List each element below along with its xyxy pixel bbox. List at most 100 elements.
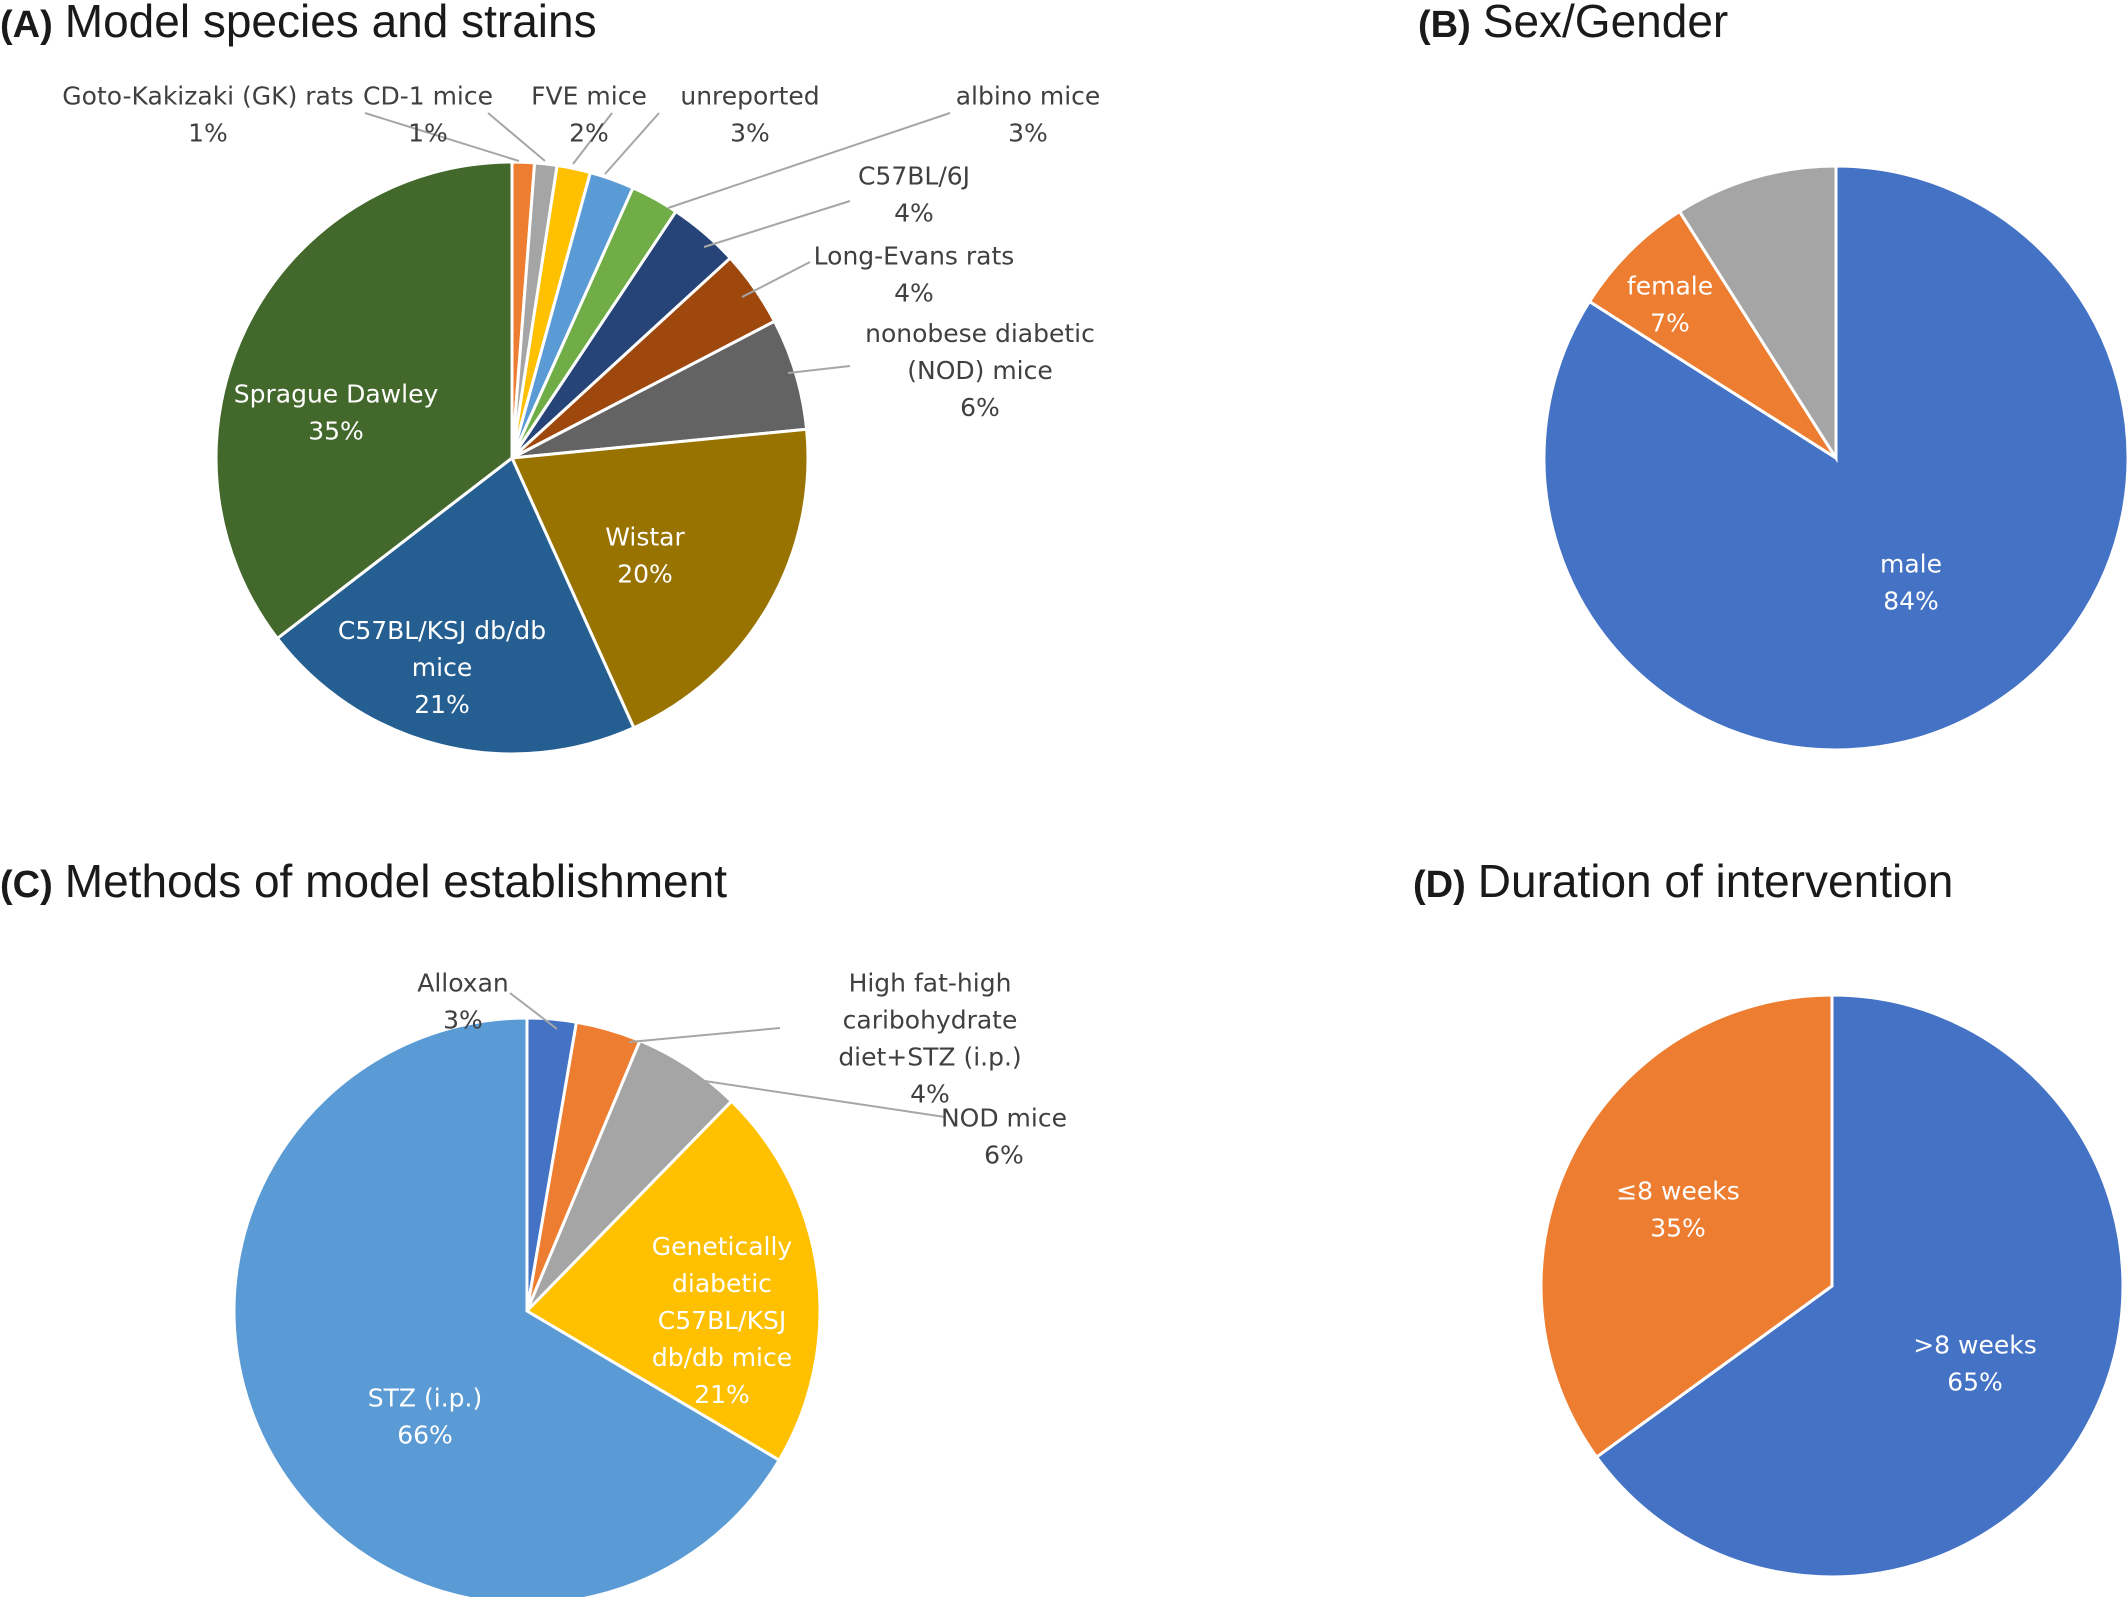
pie-slice-stz-i-p xyxy=(232,1016,782,1597)
panel-b-title-text: Sex/Gender xyxy=(1483,0,1728,47)
slice-label-line: CD-1 mice xyxy=(363,82,493,111)
slice-label-line: 20% xyxy=(617,560,673,589)
slice-label-line: caribohydrate xyxy=(843,1006,1018,1035)
pie-slice-sprague-dawley xyxy=(214,160,514,641)
slice-label-line: Genetically xyxy=(652,1232,793,1261)
slice-label-line: mice xyxy=(412,653,472,682)
panel-c-title-text: Methods of model establishment xyxy=(65,855,727,907)
slice-label-line: 2% xyxy=(569,119,609,148)
slice-label-line: albino mice xyxy=(956,82,1101,111)
slice-label-line: 7% xyxy=(1650,309,1690,338)
slice-label-fve-mice: FVE mice 2% xyxy=(531,82,647,148)
slice-label-line: db/db mice xyxy=(652,1343,792,1372)
leader-line xyxy=(787,365,851,374)
slice-label-stz-i-p: STZ (i.p.) 66% xyxy=(368,1384,482,1450)
slice-label-line: 3% xyxy=(443,1006,483,1035)
slice-label-line: Sprague Dawley xyxy=(234,380,439,409)
slice-label-line: 21% xyxy=(694,1380,750,1409)
slice-label-nod-mice: NOD mice 6% xyxy=(941,1104,1067,1170)
pie-chart-intervention-duration: >8 weeks 65% ≤8 weeks 35% xyxy=(1539,993,2125,1579)
slice-label-line: STZ (i.p.) xyxy=(368,1384,482,1413)
slice-label-line: 6% xyxy=(960,393,1000,422)
slice-label-female: female 7% xyxy=(1627,272,1713,338)
leader-line xyxy=(667,112,951,209)
slice-label-line: 3% xyxy=(1008,119,1048,148)
slice-label-nonobese-diabetic-nod-mice: nonobese diabetic (NOD) mice 6% xyxy=(865,319,1095,422)
slice-label-cd-1-mice: CD-1 mice 1% xyxy=(363,82,493,148)
slice-label-line: 1% xyxy=(188,119,228,148)
slice-label-line: female xyxy=(1627,272,1713,301)
slice-label-line: 3% xyxy=(730,119,770,148)
slice-label-line: 6% xyxy=(984,1141,1024,1170)
pie-slice-genetically-diabetic-c57bl-ksj-db-db-mice xyxy=(524,1099,822,1463)
slice-label-line: unreported xyxy=(1685,99,1824,128)
slice-label-line: 1% xyxy=(408,119,448,148)
leader-line xyxy=(741,261,811,298)
panel-a-title-text: Model species and strains xyxy=(65,0,597,47)
pie-chart-model-methods: Alloxan 3% High fat-high caribohydrate diet+… xyxy=(232,969,1067,1597)
slice-label-line: C57BL/KSJ xyxy=(658,1306,786,1335)
slice-label-line: male xyxy=(1880,550,1942,579)
slice-label-line: diet+STZ (i.p.) xyxy=(838,1043,1021,1072)
slice-label-line: FVE mice xyxy=(531,82,647,111)
slice-label-line: Wistar xyxy=(605,523,685,552)
slice-label-8-weeks: ≤8 weeks 35% xyxy=(1616,1177,1740,1243)
slice-label-line: Alloxan xyxy=(417,969,508,998)
pie-slice-unreported xyxy=(1677,164,1838,464)
leader-line xyxy=(509,992,558,1030)
pie-slice-c57bl-ksj-db-db-mice xyxy=(275,455,636,756)
slice-label-line: >8 weeks xyxy=(1913,1331,2037,1360)
leader-line xyxy=(487,112,546,162)
leader-line xyxy=(604,112,660,175)
pie-slice-8-weeks xyxy=(1594,993,2125,1579)
slice-label-line: 65% xyxy=(1947,1368,2003,1397)
slice-label-line: High fat-high xyxy=(849,969,1012,998)
slice-label-line: 66% xyxy=(397,1421,453,1450)
panel-a-label: (A) xyxy=(0,4,53,46)
pie-slice-8-weeks xyxy=(1539,993,1834,1460)
panel-d-title-text: Duration of intervention xyxy=(1478,855,1954,907)
slice-label-wistar: Wistar 20% xyxy=(605,523,685,589)
slice-label-line: NOD mice xyxy=(941,1104,1067,1133)
pie-chart-sex-gender: male 84% female 7% unreported 9% xyxy=(1542,99,2128,752)
slice-label-line: unreported xyxy=(680,82,819,111)
slice-label-unreported: unreported 9% xyxy=(1685,99,1824,165)
slice-label-line: 4% xyxy=(894,199,934,228)
slice-label-line: 35% xyxy=(1650,1214,1706,1243)
leader-line xyxy=(628,1027,781,1043)
slice-label-line: 84% xyxy=(1883,587,1939,616)
slice-label-high-fat-high-caribohydrate-diet-stz-i-p: High fat-high caribohydrate diet+STZ (i.p.… xyxy=(838,969,1021,1109)
slice-label-genetically-diabetic-c57bl-ksj-db-db-mice: Genetically diabetic C57BL/KSJ db/db mice 21… xyxy=(652,1232,793,1409)
pie-slice-female xyxy=(1587,209,1838,460)
slice-label-line: (NOD) mice xyxy=(907,356,1053,385)
panel-d-label: (D) xyxy=(1413,864,1466,906)
leader-line xyxy=(572,112,613,165)
slice-label-line: diabetic xyxy=(672,1269,772,1298)
slice-label-goto-kakizaki-gk-rats: Goto-Kakizaki (GK) rats 1% xyxy=(62,82,353,148)
slice-label-line: Long-Evans rats xyxy=(814,242,1015,271)
slice-label-unreported: unreported 3% xyxy=(680,82,819,148)
slice-label-line: 21% xyxy=(414,690,470,719)
panel-a-title: (A) Model species and strains xyxy=(0,0,597,47)
leader-line xyxy=(364,112,520,162)
slice-label-line: 4% xyxy=(910,1080,950,1109)
slice-label-8-weeks: >8 weeks 65% xyxy=(1913,1331,2037,1397)
slice-label-line: ≤8 weeks xyxy=(1616,1177,1740,1206)
pie-chart-species-strains: Goto-Kakizaki (GK) rats 1% CD-1 mice 1% FVE … xyxy=(62,82,1101,756)
slice-label-albino-mice: albino mice 3% xyxy=(956,82,1101,148)
panel-d-title: (D) Duration of intervention xyxy=(1413,855,1953,907)
pie-slice-wistar xyxy=(509,427,810,730)
slice-label-line: nonobese diabetic xyxy=(865,319,1095,348)
slice-label-alloxan: Alloxan 3% xyxy=(417,969,508,1035)
slice-label-male: male 84% xyxy=(1880,550,1942,616)
panel-b-title: (B) Sex/Gender xyxy=(1418,0,1728,47)
panel-b-label: (B) xyxy=(1418,4,1471,46)
slice-label-line: 4% xyxy=(894,279,934,308)
leader-line xyxy=(703,200,851,248)
slice-label-line: Goto-Kakizaki (GK) rats xyxy=(62,82,353,111)
slice-label-line: 35% xyxy=(308,417,364,446)
slice-label-sprague-dawley: Sprague Dawley 35% xyxy=(234,380,439,446)
slice-label-line: C57BL/KSJ db/db xyxy=(338,616,546,645)
panel-c-title: (C) Methods of model establishment xyxy=(0,855,727,907)
